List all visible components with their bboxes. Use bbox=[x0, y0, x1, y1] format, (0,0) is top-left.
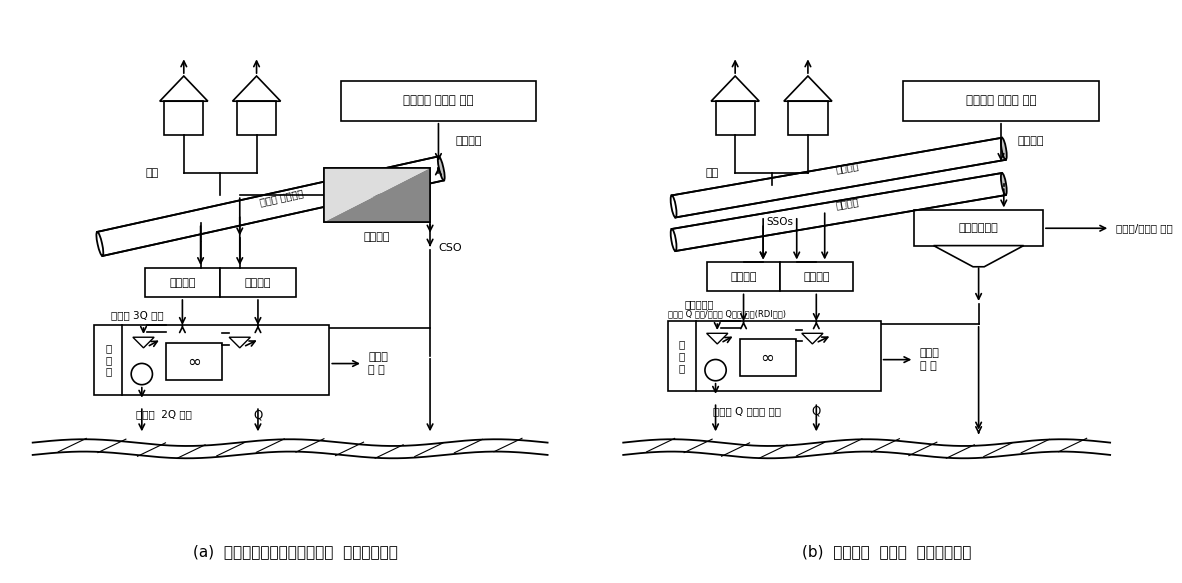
Text: 강우유출: 강우유출 bbox=[1018, 136, 1044, 146]
Text: SSOs: SSOs bbox=[766, 217, 793, 227]
Ellipse shape bbox=[97, 232, 103, 256]
Polygon shape bbox=[97, 156, 444, 256]
Bar bbox=[668, 321, 881, 391]
Bar bbox=[780, 262, 852, 292]
Circle shape bbox=[131, 363, 152, 385]
Text: 우전시 Q 소과분 방류: 우전시 Q 소과분 방류 bbox=[713, 406, 781, 416]
Polygon shape bbox=[801, 333, 823, 344]
Ellipse shape bbox=[1001, 138, 1007, 160]
Bar bbox=[95, 325, 330, 395]
Text: 슬러지: 슬러지 bbox=[369, 352, 389, 362]
Text: 관거여유용: 관거여유용 bbox=[684, 299, 714, 309]
Bar bbox=[707, 262, 780, 292]
Text: 처 분: 처 분 bbox=[369, 366, 385, 375]
Bar bbox=[914, 210, 1043, 245]
Ellipse shape bbox=[670, 229, 676, 251]
Text: 건기시 Q 유입/우천시 Q이상 유입(RDI포함): 건기시 Q 유입/우천시 Q이상 유입(RDI포함) bbox=[668, 310, 786, 318]
Bar bbox=[788, 101, 827, 135]
Text: 우수토실: 우수토실 bbox=[364, 231, 390, 241]
Bar bbox=[220, 268, 296, 297]
Text: 오수관거: 오수관거 bbox=[834, 160, 859, 174]
Polygon shape bbox=[671, 138, 1006, 217]
Text: ∞: ∞ bbox=[761, 349, 774, 367]
Ellipse shape bbox=[1001, 173, 1007, 195]
Text: 지류시설: 지류시설 bbox=[245, 278, 271, 287]
Text: 간이처리시설: 간이처리시설 bbox=[959, 223, 999, 233]
Text: 합잡물/슬러지 처분: 합잡물/슬러지 처분 bbox=[1116, 223, 1173, 233]
Circle shape bbox=[704, 360, 726, 381]
Bar bbox=[164, 101, 203, 135]
Polygon shape bbox=[671, 173, 1006, 251]
Ellipse shape bbox=[437, 156, 444, 180]
Bar bbox=[340, 80, 537, 121]
Text: 오수: 오수 bbox=[145, 168, 158, 178]
Polygon shape bbox=[707, 333, 728, 344]
Text: 합류식 하수관거: 합류식 하수관거 bbox=[259, 188, 305, 208]
Text: 처
리
장: 처 리 장 bbox=[678, 339, 686, 373]
Bar bbox=[903, 80, 1099, 121]
Polygon shape bbox=[132, 337, 154, 348]
Bar bbox=[324, 168, 430, 222]
Polygon shape bbox=[324, 168, 430, 222]
Text: CSO: CSO bbox=[439, 243, 462, 253]
Text: 슬러지: 슬러지 bbox=[920, 348, 940, 358]
Polygon shape bbox=[934, 245, 1024, 267]
Polygon shape bbox=[324, 168, 430, 222]
Text: Q: Q bbox=[253, 408, 262, 421]
Text: 처 분: 처 분 bbox=[920, 361, 936, 371]
Bar bbox=[740, 339, 795, 375]
Ellipse shape bbox=[670, 195, 676, 217]
Text: 처리시설: 처리시설 bbox=[730, 272, 756, 282]
Text: 불투수성 지면의 배수: 불투수성 지면의 배수 bbox=[403, 94, 474, 107]
Bar bbox=[324, 168, 430, 222]
Text: 오수: 오수 bbox=[706, 168, 719, 178]
Text: 우천시  2Q 방류: 우천시 2Q 방류 bbox=[136, 410, 193, 420]
Text: 우수관거: 우수관거 bbox=[834, 196, 859, 210]
Bar bbox=[165, 343, 222, 380]
Text: (b)  분류식화  사업후  초기우수대책: (b) 분류식화 사업후 초기우수대책 bbox=[801, 545, 970, 559]
Text: Q: Q bbox=[812, 404, 821, 417]
Text: 불투수성 지면의 배수: 불투수성 지면의 배수 bbox=[966, 94, 1037, 107]
Bar bbox=[236, 101, 277, 135]
Text: 처리시설: 처리시설 bbox=[169, 278, 196, 287]
Bar bbox=[144, 268, 220, 297]
Text: 처
리
장: 처 리 장 bbox=[105, 343, 111, 377]
Text: ∞: ∞ bbox=[187, 353, 201, 370]
Bar bbox=[715, 101, 755, 135]
Polygon shape bbox=[229, 337, 251, 348]
Text: (a)  합류식하수배제방식에서의  초기우수대책: (a) 합류식하수배제방식에서의 초기우수대책 bbox=[194, 545, 398, 559]
Text: 강우유출: 강우유출 bbox=[455, 136, 482, 146]
Text: 지류시설: 지류시설 bbox=[803, 272, 830, 282]
Text: 우천시 3Q 유입: 우천시 3Q 유입 bbox=[111, 311, 163, 321]
